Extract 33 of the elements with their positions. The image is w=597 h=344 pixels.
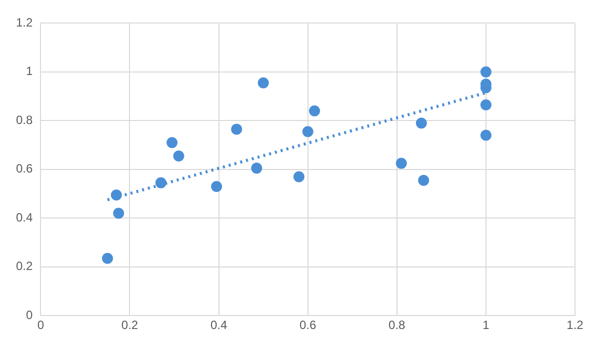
point xyxy=(293,171,304,182)
point xyxy=(396,158,407,169)
point xyxy=(309,105,320,116)
point xyxy=(480,99,492,110)
y-tick-label: 0.2 xyxy=(16,259,33,274)
point xyxy=(418,174,430,186)
point xyxy=(480,66,492,78)
y-tick-label: 0.4 xyxy=(16,210,33,224)
y-tick-label: 1 xyxy=(26,64,33,78)
y-tick-label: 0.8 xyxy=(16,112,33,127)
point xyxy=(110,189,122,200)
point xyxy=(231,124,242,135)
point xyxy=(251,162,262,174)
y-tick-label: 0.6 xyxy=(16,162,33,176)
point xyxy=(302,126,314,138)
point xyxy=(258,77,269,88)
x-tick-label: 0.4 xyxy=(210,318,228,332)
point xyxy=(166,137,178,148)
point xyxy=(155,177,166,188)
point xyxy=(173,150,184,162)
point xyxy=(480,130,492,141)
y-tick-label: 0 xyxy=(26,308,33,322)
x-tick-label: 1 xyxy=(482,318,490,332)
point xyxy=(102,252,113,264)
point xyxy=(416,118,427,129)
y-tick-label: 1.2 xyxy=(16,16,33,30)
point xyxy=(113,208,124,219)
x-tick-label: 0 xyxy=(37,318,44,332)
x-tick-label: 1.2 xyxy=(566,318,584,332)
x-tick-label: 0.6 xyxy=(299,318,317,332)
x-tick-label: 0.8 xyxy=(388,318,406,332)
point xyxy=(211,180,222,192)
x-tick-label: 0.2 xyxy=(121,318,138,332)
